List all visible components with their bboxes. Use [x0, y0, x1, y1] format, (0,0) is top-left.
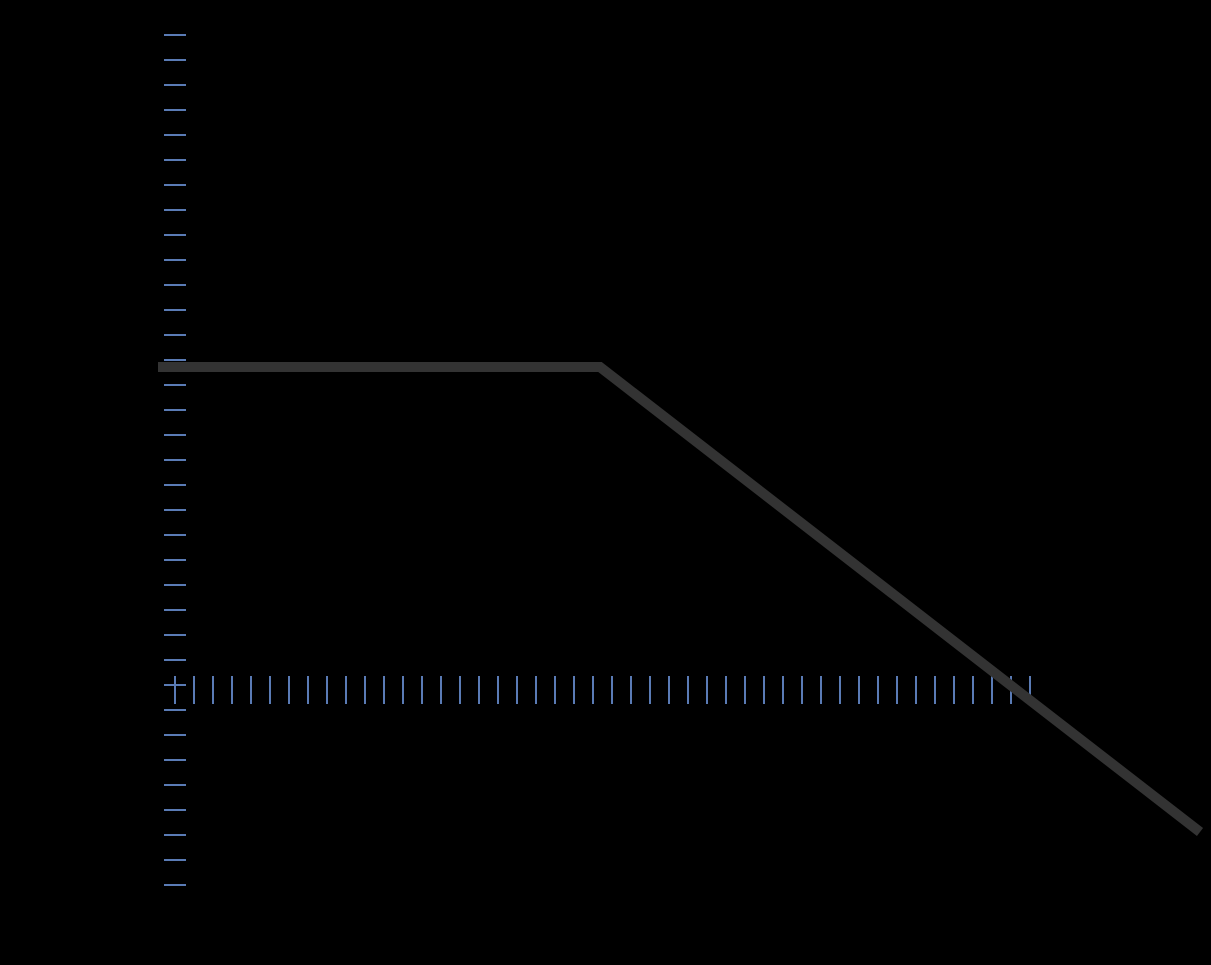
line-chart — [0, 0, 1211, 965]
chart-background — [0, 0, 1211, 965]
